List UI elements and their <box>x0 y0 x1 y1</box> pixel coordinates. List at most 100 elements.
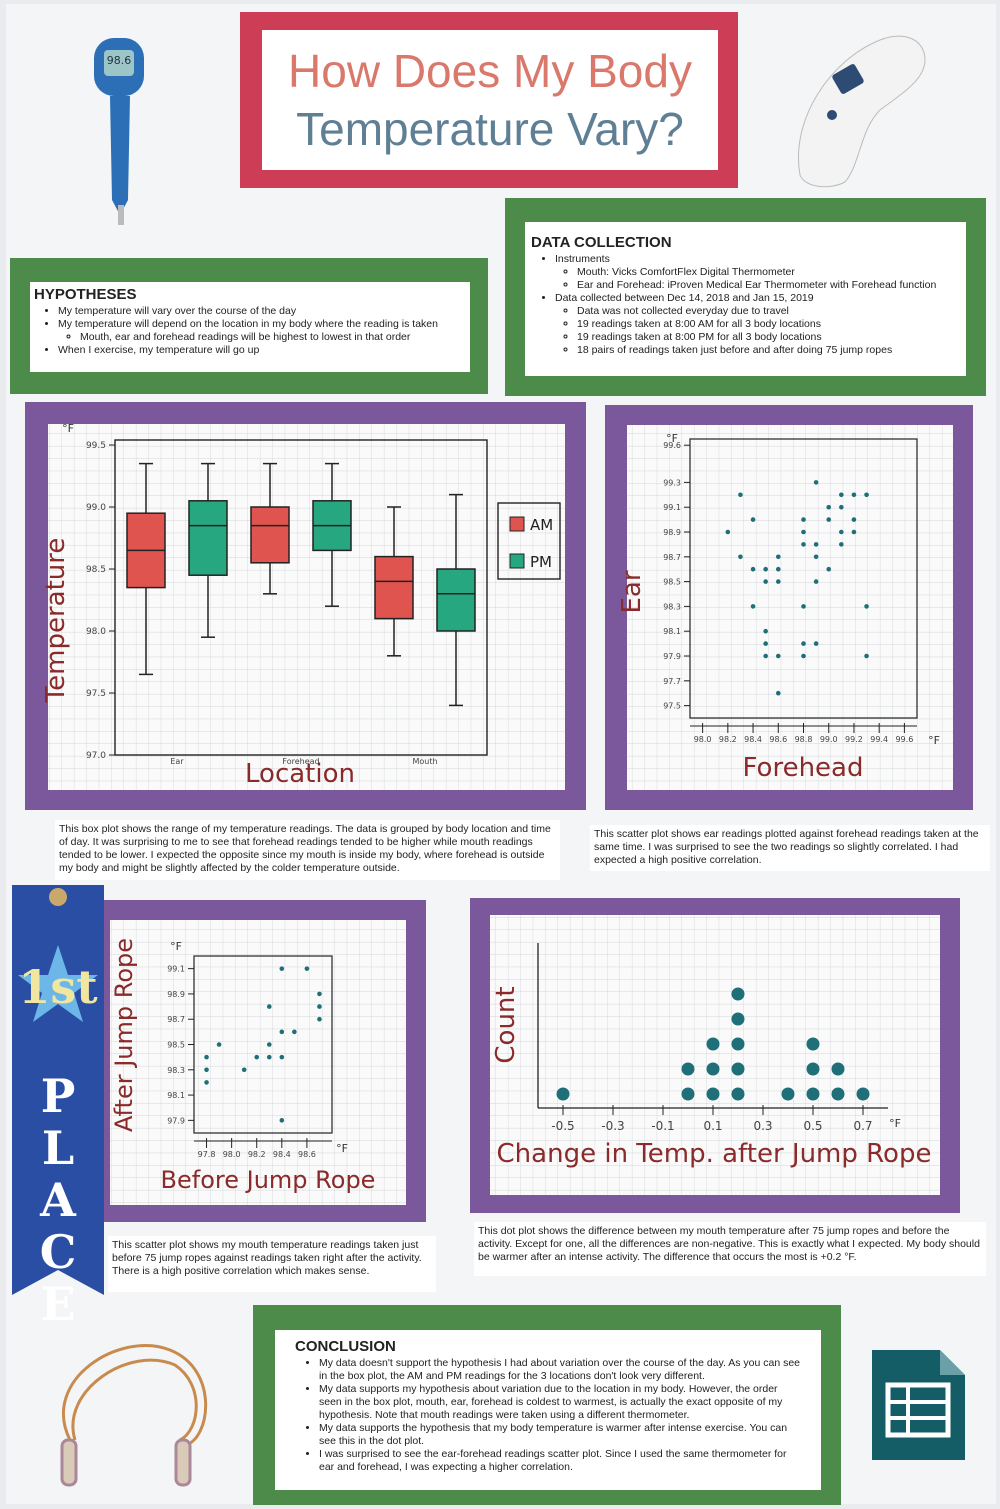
y-tick-label: 98.3 <box>167 1066 185 1075</box>
point <box>266 1054 272 1060</box>
point <box>813 480 819 485</box>
caption: This box plot shows the range of my temp… <box>55 820 560 880</box>
caption: This scatter plot shows my mouth tempera… <box>108 1236 436 1292</box>
y-tick-label: 98.1 <box>167 1091 185 1100</box>
sub-list-holder: Data was not collected everyday due to t… <box>555 305 960 357</box>
y-tick-label: 97.5 <box>663 702 681 711</box>
x-tick-label: 98.6 <box>769 735 787 744</box>
point <box>813 542 819 547</box>
y-tick-label: 98.5 <box>86 565 106 575</box>
bullet: 19 readings taken at 8:00 PM for all 3 b… <box>577 331 960 344</box>
point <box>763 628 768 634</box>
legend-label: PM <box>530 553 552 571</box>
legend-swatch <box>509 516 525 532</box>
point <box>279 1118 285 1123</box>
point <box>801 604 806 609</box>
point <box>864 653 869 659</box>
dot <box>731 1012 745 1026</box>
point <box>279 1054 285 1060</box>
ribbon-rank: 1st <box>18 960 98 1014</box>
point <box>801 542 806 547</box>
plot-frame <box>114 439 488 756</box>
point <box>241 1067 247 1073</box>
x-tick-label: Forehead <box>282 757 319 766</box>
x-tick-label: Ear <box>170 757 184 766</box>
ribbon-grommet <box>49 888 67 906</box>
point <box>266 1042 272 1047</box>
x-tick-label: 98.2 <box>719 735 737 744</box>
sub-list: Data was not collected everyday due to t… <box>555 305 960 357</box>
point <box>216 1042 222 1047</box>
point <box>304 966 310 971</box>
point <box>254 1054 260 1060</box>
y-tick-label: 97.5 <box>86 689 106 699</box>
point <box>826 504 832 510</box>
y-tick-label: 99.6 <box>663 441 681 450</box>
x-tick-label: -0.1 <box>651 1119 674 1133</box>
box <box>188 500 228 576</box>
heading: HYPOTHESES <box>34 286 137 303</box>
point <box>763 653 768 659</box>
point <box>851 529 857 535</box>
ear-thermometer-illustration <box>798 35 926 188</box>
dot <box>831 1062 845 1076</box>
box <box>436 568 476 632</box>
x-tick-label: 0.7 <box>853 1119 872 1133</box>
plot-frame <box>193 955 333 1134</box>
x-tick-label: 0.5 <box>803 1119 822 1133</box>
legend-swatch <box>509 553 525 569</box>
point <box>317 991 322 997</box>
y-unit: °F <box>666 432 678 445</box>
y-tick-label: 98.7 <box>663 553 681 562</box>
point <box>801 653 806 659</box>
dot <box>731 1062 745 1076</box>
x-tick-label: 98.0 <box>223 1150 241 1159</box>
bullet-list: My temperature will vary over the course… <box>34 305 466 357</box>
dot-plot-paper <box>490 915 940 1195</box>
thermometer-display: 98.6 <box>107 54 132 67</box>
point <box>750 604 756 609</box>
point <box>738 554 743 560</box>
y-axis-title: Count <box>491 986 521 1063</box>
y-unit: °F <box>62 422 74 435</box>
point <box>279 1029 285 1035</box>
point <box>801 641 806 646</box>
box-plot-paper <box>48 424 565 790</box>
bullet-list: My data doesn't support the hypothesis I… <box>295 1357 801 1474</box>
x-unit: °F <box>889 1117 901 1130</box>
x-tick-label: -0.3 <box>601 1119 624 1133</box>
sub-list-holder: Mouth: Vicks ComfortFlex Digital Thermom… <box>555 266 960 292</box>
thermometer-illustration <box>94 38 144 225</box>
sub-list: Mouth, ear and forehead readings will be… <box>58 331 466 344</box>
x-tick-label: 99.4 <box>870 735 888 744</box>
y-axis-title: Temperature <box>41 538 71 704</box>
x-unit: °F <box>336 1142 348 1155</box>
y-tick-label: 98.0 <box>86 627 106 637</box>
x-tick-label: 99.6 <box>895 735 913 744</box>
bullet: My data supports the hypothesis that my … <box>319 1422 801 1448</box>
bullet: Instruments <box>555 253 960 266</box>
x-tick-label: 98.0 <box>694 735 712 744</box>
point <box>738 492 743 498</box>
x-tick-label: 98.8 <box>795 735 813 744</box>
x-tick-label: 97.8 <box>198 1150 216 1159</box>
bullet: My temperature will vary over the course… <box>58 305 466 318</box>
point <box>292 1029 297 1035</box>
y-tick-label: 99.3 <box>663 478 681 487</box>
y-tick-label: 98.5 <box>167 1041 185 1050</box>
x-tick-label: 0.3 <box>753 1119 772 1133</box>
title-line: How Does My Body <box>288 45 692 97</box>
point <box>750 566 756 572</box>
bullet: 19 readings taken at 8:00 AM for all 3 b… <box>577 318 960 331</box>
sub-list: Mouth: Vicks ComfortFlex Digital Thermom… <box>555 266 960 292</box>
dot <box>681 1087 695 1101</box>
x-axis-title: Before Jump Rope <box>161 1166 376 1194</box>
bullet: 18 pairs of readings taken just before a… <box>577 344 960 357</box>
y-tick-label: 98.9 <box>663 528 681 537</box>
y-tick-label: 99.1 <box>167 965 185 974</box>
point <box>775 690 781 696</box>
legend-label: AM <box>530 516 553 534</box>
y-tick-label: 98.3 <box>663 602 681 611</box>
y-unit: °F <box>170 940 182 953</box>
x-axis-title: Change in Temp. after Jump Rope <box>497 1139 932 1169</box>
